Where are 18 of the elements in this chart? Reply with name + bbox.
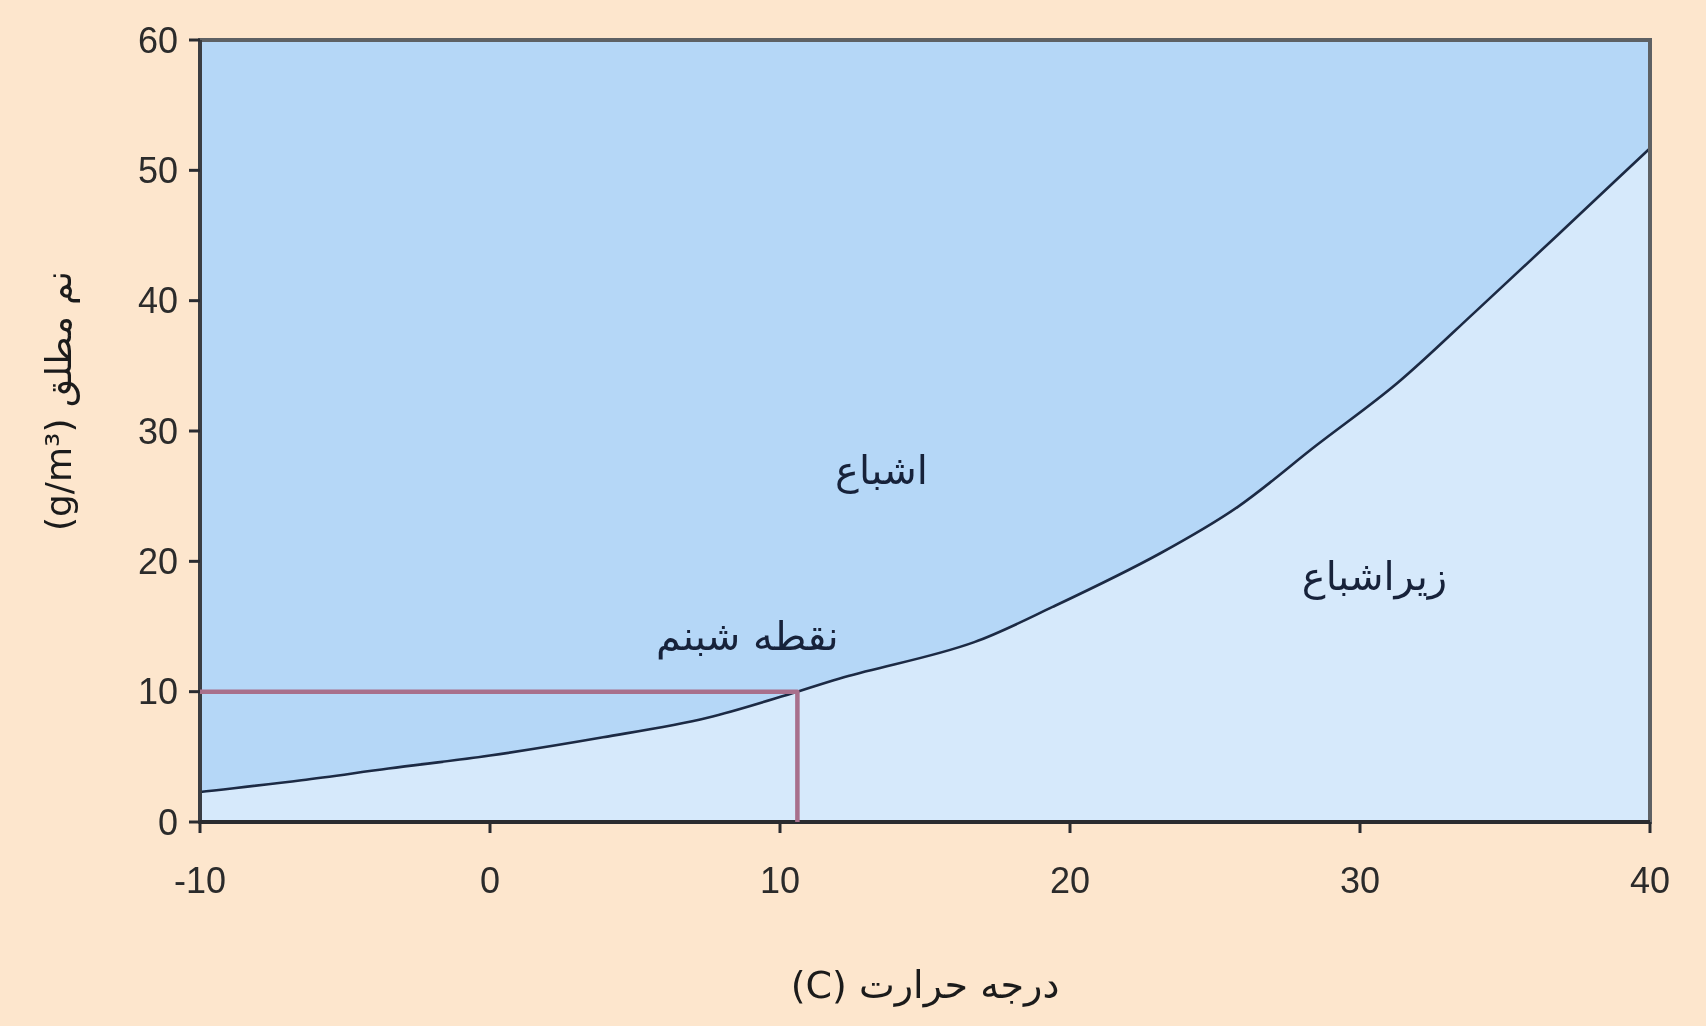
y-tick-label: 50 [137,149,178,191]
x-tick-label: -10 [173,859,227,901]
x-tick-label: 20 [1049,859,1091,901]
y-axis-title: نم مطلق (g/m³) [37,270,80,532]
annotation: اشباع [835,447,928,495]
x-tick-label: 30 [1339,859,1381,901]
x-tick-label: 10 [759,859,801,901]
y-tick-label: 10 [137,671,178,713]
x-tick-label: 40 [1629,859,1671,901]
annotation: نقطه شبنم [656,612,839,660]
y-tick-label: 20 [137,540,178,582]
y-tick-label: 60 [137,19,178,61]
y-tick-label: 40 [137,280,178,322]
x-axis-title: درجه حرارت (C) [790,963,1060,1008]
y-tick-label: 0 [157,801,178,843]
annotation: زیراشباع [1301,552,1448,600]
y-tick-label: 30 [137,410,178,452]
x-tick-label: 0 [479,859,501,901]
